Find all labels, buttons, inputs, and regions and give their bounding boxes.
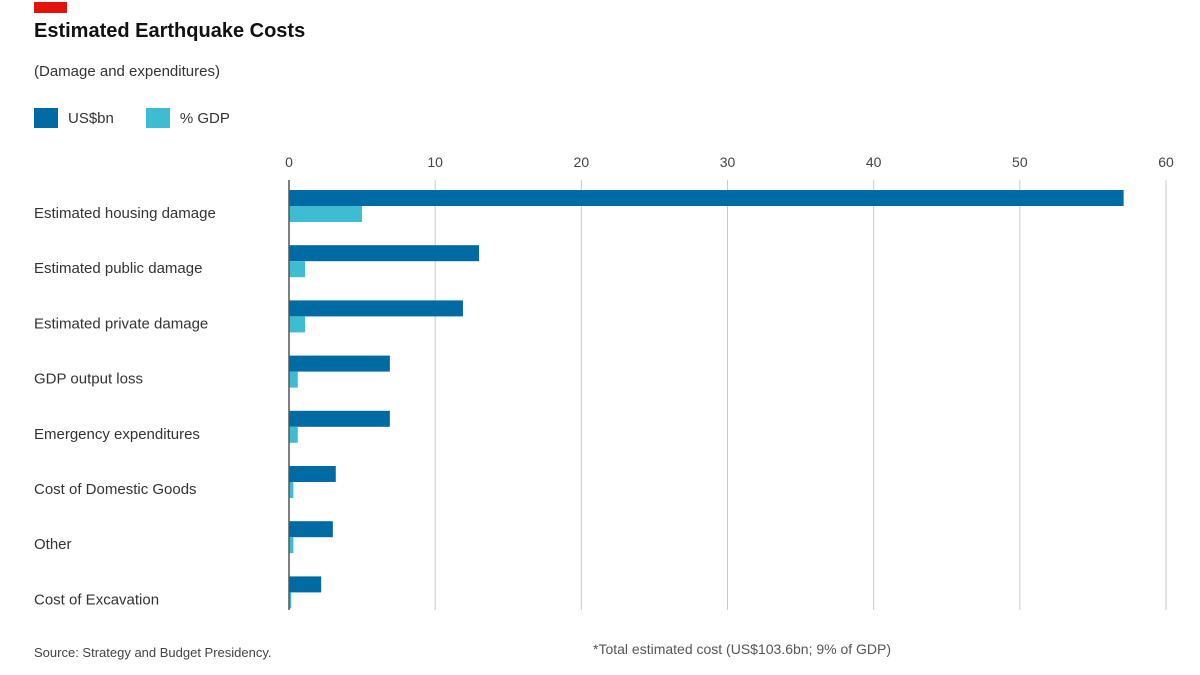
bar-usd [289,355,390,372]
category-label: Cost of Excavation [34,591,159,608]
legend-label-gdp: % GDP [179,109,230,127]
category-label: Cost of Domestic Goods [34,481,197,498]
chart-subtitle: (Damage and expenditures) [34,63,220,80]
legend-swatch-usd [34,108,58,128]
brand-accent-bar [34,2,67,13]
category-label: Estimated housing damage [34,205,216,222]
bar-usd [289,410,390,427]
bar-gdp [289,316,306,333]
x-tick-label: 60 [1158,154,1174,170]
x-tick-label: 0 [285,154,293,170]
x-tick-label: 50 [1012,154,1028,170]
category-label: Emergency expenditures [34,426,200,443]
bar-usd [289,466,336,482]
legend-item-usd: US$bn [34,108,114,128]
category-label: Estimated private damage [34,315,208,332]
bar-gdp [289,482,294,498]
x-tick-label: 10 [427,154,443,170]
legend-label-usd: US$bn [68,109,114,127]
legend-swatch-gdp [145,108,170,128]
source-note: Source: Strategy and Budget Presidency. [34,645,272,660]
bar-gdp [289,206,363,222]
x-tick-label: 40 [866,154,882,170]
bar-gdp [289,592,292,609]
category-label: GDP output loss [34,371,143,388]
chart-title: Estimated Earthquake Costs [34,20,306,42]
bar-gdp [289,426,298,443]
category-label: Other [34,536,72,553]
bar-usd [289,576,322,593]
bar-usd [289,521,333,538]
bar-gdp [289,261,306,278]
x-tick-label: 30 [720,154,736,170]
total-note: *Total estimated cost (US$103.6bn; 9% of… [593,641,892,657]
bar-usd [289,300,463,317]
bar-gdp [289,371,298,388]
legend: US$bn % GDP [34,108,262,128]
bar-usd [289,190,1124,206]
legend-item-gdp: % GDP [145,108,230,128]
category-label: Estimated public damage [34,260,202,277]
bar-gdp [289,537,294,554]
bar-usd [289,245,480,262]
x-tick-label: 20 [574,154,590,170]
